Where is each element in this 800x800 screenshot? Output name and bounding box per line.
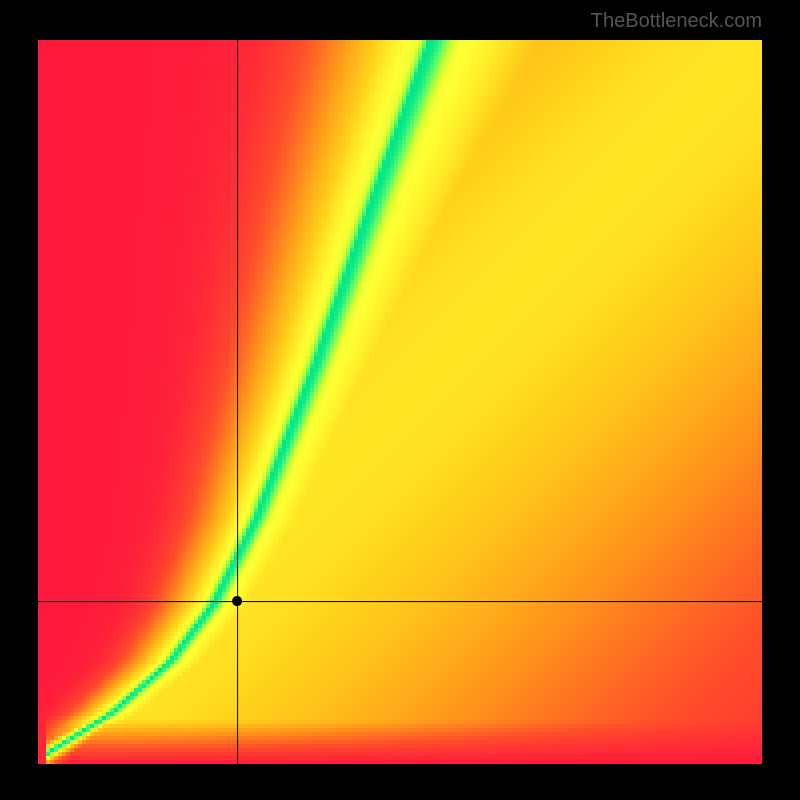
watermark-text: TheBottleneck.com (591, 10, 762, 33)
plot-area (38, 40, 762, 764)
crosshair-overlay (38, 40, 762, 764)
chart-container: TheBottleneck.com (0, 0, 800, 800)
